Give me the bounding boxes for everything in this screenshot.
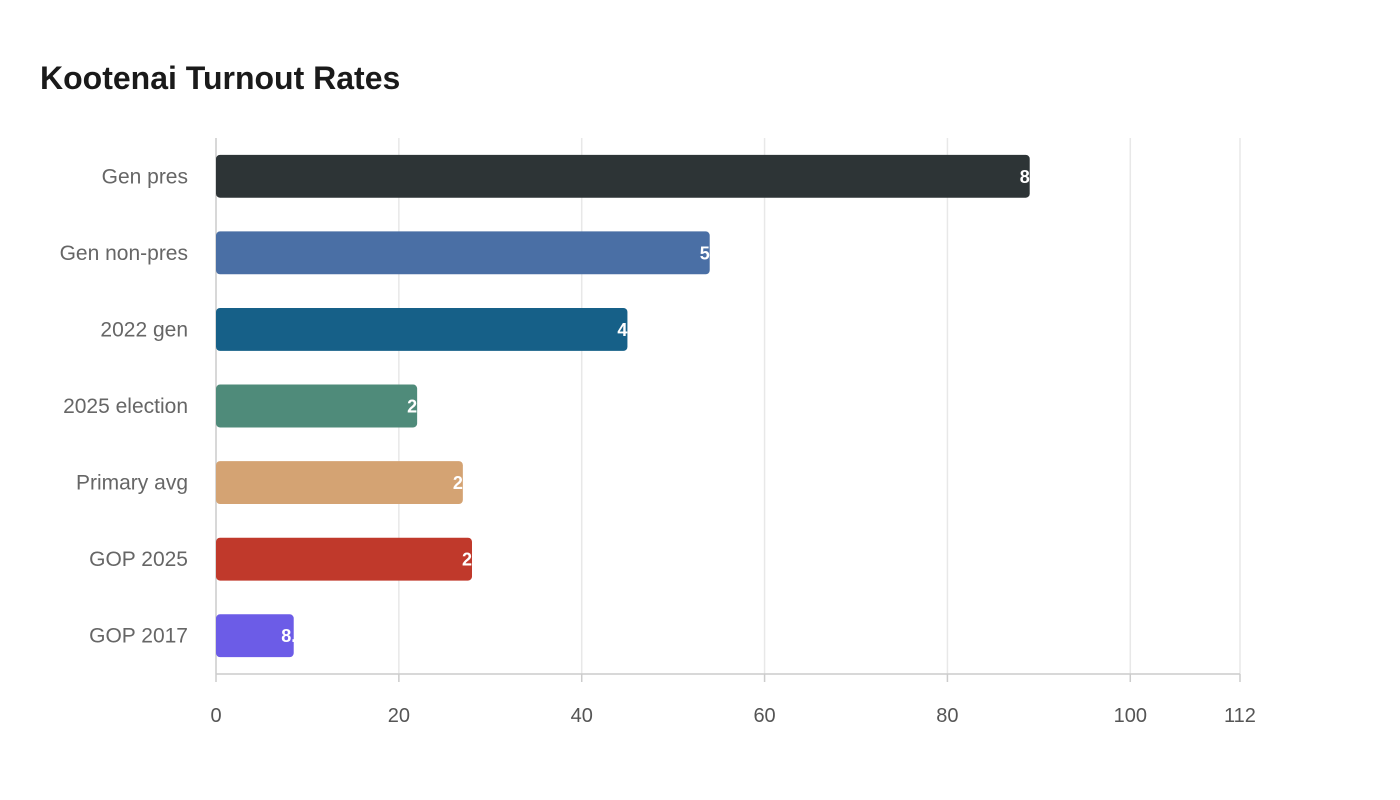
x-tick-label: 40: [571, 705, 593, 727]
category-label: 2025 election: [63, 395, 188, 418]
x-tick-label: 20: [388, 705, 410, 727]
category-label: Primary avg: [76, 472, 188, 495]
value-label: 28: [462, 550, 482, 570]
category-label: GOP 2017: [89, 625, 188, 648]
x-tick-label: 112: [1224, 705, 1256, 727]
value-label: 27: [453, 473, 473, 493]
value-label: 54: [700, 243, 720, 263]
value-label: 22: [407, 397, 427, 417]
bar: [216, 461, 463, 505]
bar: [216, 537, 472, 581]
category-label: Gen pres: [102, 165, 188, 188]
bar: [216, 307, 628, 351]
value-label: 8.5: [281, 626, 306, 646]
x-tick-label: 80: [936, 705, 958, 727]
x-tick-label: 0: [210, 705, 221, 727]
value-label: 89: [1020, 167, 1040, 187]
chart-title: Kootenai Turnout Rates: [40, 60, 401, 96]
bar: [216, 154, 1030, 198]
category-label: 2022 gen: [100, 318, 188, 341]
bar: [216, 231, 710, 275]
bar: [216, 614, 294, 658]
x-tick-label: 100: [1114, 705, 1147, 727]
bar: [216, 384, 418, 428]
category-label: Gen non-pres: [60, 242, 188, 265]
value-label: 45: [617, 320, 637, 340]
category-label: GOP 2025: [89, 548, 188, 571]
x-tick-label: 60: [753, 705, 775, 727]
